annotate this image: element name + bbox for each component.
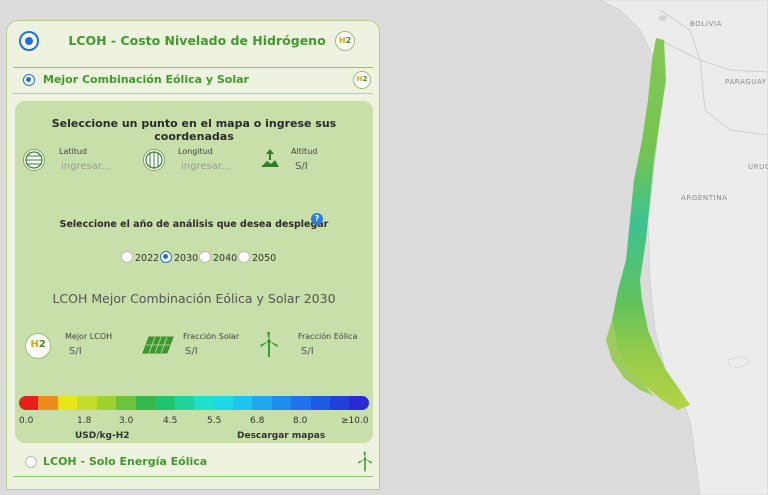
- longitude-globe-icon: [143, 149, 165, 171]
- best-lcoh-label: Mejor LCOH: [65, 332, 113, 341]
- altitude-label: Altitud: [291, 147, 318, 156]
- scale-color-step: [232, 396, 253, 410]
- altitude-icon: [259, 147, 281, 173]
- divider: [13, 476, 373, 477]
- tick-label: 8.0: [293, 416, 308, 426]
- solar-fraction-label: Fracción Solar: [183, 332, 240, 341]
- download-maps-link[interactable]: Descargar mapas: [237, 431, 326, 441]
- form-title: Seleccione un punto en el mapa o ingrese…: [51, 117, 337, 143]
- results-title: LCOH Mejor Combinación Eólica y Solar 20…: [52, 291, 336, 306]
- scale-color-step: [96, 396, 117, 410]
- latitude-globe-icon: [23, 149, 45, 171]
- scale-color-step: [213, 396, 233, 410]
- help-icon[interactable]: ?: [311, 213, 323, 225]
- scale-color-step: [252, 396, 272, 410]
- wind-only-radio[interactable]: [25, 456, 37, 468]
- tick-label: 1.8: [77, 416, 92, 426]
- year-option-2040[interactable]: 2040: [199, 251, 237, 264]
- scale-color-step: [77, 396, 97, 410]
- divider: [13, 67, 373, 68]
- scale-color-step: [291, 396, 311, 410]
- section-title: Mejor Combinación Eólica y Solar: [43, 73, 249, 86]
- tick-label: 6.8: [250, 416, 265, 426]
- scale-color-step: [271, 396, 292, 410]
- tick-label: ≥10.0: [341, 416, 369, 426]
- analysis-card: Seleccione un punto en el mapa o ingrese…: [15, 101, 373, 443]
- scale-color-step: [57, 396, 78, 410]
- header-radio[interactable]: [19, 31, 39, 51]
- longitude-label: Longitud: [178, 147, 213, 156]
- tick-label: 4.5: [163, 416, 178, 426]
- country-label-uruguay: URUG: [748, 163, 768, 171]
- h2-icon: H2: [353, 71, 371, 89]
- latitude-label: Latitud: [59, 147, 88, 156]
- lcoh-panel: LCOH - Costo Nivelado de Hidrógeno H2 Me…: [6, 20, 380, 490]
- altitude-value: S/I: [295, 161, 308, 172]
- scale-color-step: [116, 396, 136, 410]
- best-lcoh-value: S/I: [69, 346, 82, 357]
- year-option-2030[interactable]: 2030: [160, 251, 198, 264]
- tick-label: 3.0: [119, 416, 134, 426]
- lcoh-color-scale: [19, 396, 369, 410]
- scale-color-step: [330, 396, 350, 410]
- wind-fraction-value: S/I: [301, 346, 314, 357]
- panel-header[interactable]: LCOH - Costo Nivelado de Hidrógeno H2: [7, 21, 379, 67]
- country-label-bolivia: BOLIVIA: [690, 20, 722, 28]
- wind-fraction-label: Fracción Eólica: [298, 332, 358, 341]
- scale-color-step: [38, 396, 58, 410]
- divider: [13, 93, 373, 94]
- scale-color-step: [135, 396, 156, 410]
- scale-color-step: [193, 396, 214, 410]
- longitude-input[interactable]: ingresar...: [181, 161, 231, 172]
- unit-label: USD/kg-H2: [75, 431, 130, 441]
- scale-color-step: [174, 396, 194, 410]
- scale-color-step: [310, 396, 330, 410]
- solar-panel-icon: [141, 335, 175, 359]
- scale-color-step: [349, 396, 369, 410]
- section-radio[interactable]: [23, 74, 35, 86]
- latitude-input[interactable]: ingresar...: [61, 161, 111, 172]
- panel-title: LCOH - Costo Nivelado de Hidrógeno: [68, 33, 326, 48]
- year-option-2022[interactable]: 2022: [121, 251, 159, 264]
- country-label-argentina: ARGENTINA: [681, 194, 728, 202]
- wind-only-section-header[interactable]: LCOH - Solo Energía Eólica: [7, 451, 379, 475]
- year-option-2050[interactable]: 2050: [238, 251, 276, 264]
- h2-icon: H2: [25, 333, 51, 359]
- tick-label: 0.0: [19, 416, 34, 426]
- year-question: Seleccione el año de análisis que desea …: [59, 219, 329, 230]
- scale-color-step: [19, 396, 39, 410]
- scale-color-step: [155, 396, 175, 410]
- solar-fraction-value: S/I: [185, 346, 198, 357]
- wind-only-title: LCOH - Solo Energía Eólica: [43, 455, 208, 468]
- wind-turbine-icon: [257, 331, 281, 363]
- wind-turbine-icon: [355, 451, 375, 477]
- country-label-paraguay: PARAGUAY: [725, 78, 767, 86]
- h2-icon: H2: [335, 31, 355, 51]
- section-header[interactable]: Mejor Combinación Eólica y Solar H2: [7, 69, 379, 93]
- tick-label: 5.5: [207, 416, 222, 426]
